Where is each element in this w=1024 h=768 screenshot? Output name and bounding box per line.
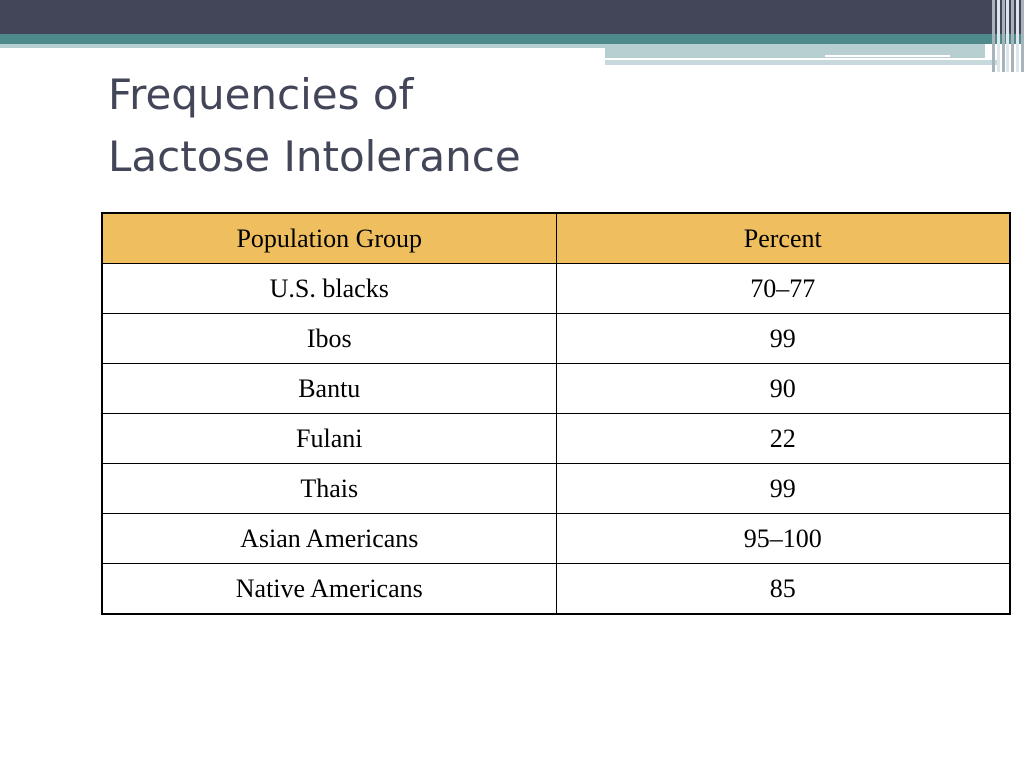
percent-cell: 99 (555, 463, 1011, 514)
percent-cell: 99 (555, 313, 1011, 364)
table-row: Native Americans 85 (101, 563, 1011, 615)
corner-stripes (992, 0, 1024, 72)
accent-block (605, 44, 985, 58)
table-row: Ibos 99 (101, 313, 1011, 364)
population-group-cell: Bantu (101, 363, 557, 414)
column-header-population-group: Population Group (101, 212, 557, 264)
lactose-table: Population Group Percent U.S. blacks 70–… (101, 212, 1011, 615)
percent-cell: 70–77 (555, 263, 1011, 314)
table-row: Asian Americans 95–100 (101, 513, 1011, 564)
table-row: Fulani 22 (101, 413, 1011, 464)
accent-band-light (0, 44, 605, 48)
percent-cell: 22 (555, 413, 1011, 464)
percent-cell: 95–100 (555, 513, 1011, 564)
percent-cell: 90 (555, 363, 1011, 414)
table-row: Thais 99 (101, 463, 1011, 514)
slide-title: Frequencies of Lactose Intolerance (108, 64, 521, 188)
population-group-cell: Asian Americans (101, 513, 557, 564)
slide-title-line: Lactose Intolerance (108, 132, 521, 181)
slide-title-line: Frequencies of (108, 70, 414, 119)
column-header-percent: Percent (555, 212, 1011, 264)
accent-band (0, 34, 1024, 44)
table-header-row: Population Group Percent (101, 212, 1011, 264)
accent-line-highlight (825, 55, 950, 57)
table-row: Bantu 90 (101, 363, 1011, 414)
population-group-cell: Native Americans (101, 563, 557, 615)
accent-line (605, 60, 1000, 65)
population-group-cell: Thais (101, 463, 557, 514)
population-group-cell: Fulani (101, 413, 557, 464)
population-group-cell: U.S. blacks (101, 263, 557, 314)
table-row: U.S. blacks 70–77 (101, 263, 1011, 314)
population-group-cell: Ibos (101, 313, 557, 364)
top-bar (0, 0, 1024, 34)
percent-cell: 85 (555, 563, 1011, 615)
